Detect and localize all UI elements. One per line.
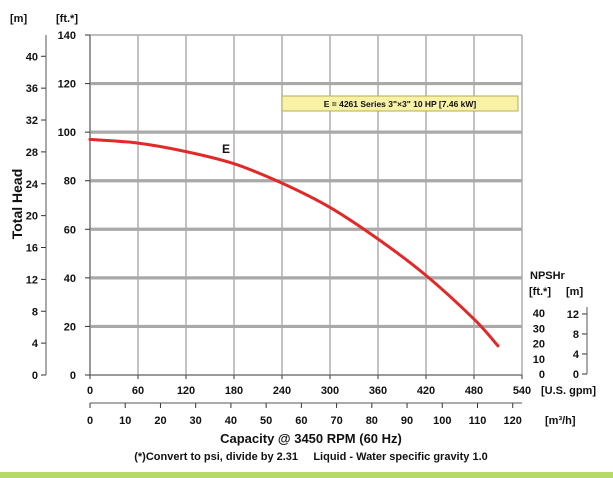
grid [85, 34, 523, 376]
m-tick-label: 4 [32, 338, 39, 350]
ft-tick-label: 0 [70, 370, 76, 382]
gpm-tick-label: 240 [273, 385, 291, 397]
ft-tick-label: 60 [64, 224, 76, 236]
x-unit-m3h: [m³/h] [545, 415, 576, 427]
gpm-tick-label: 0 [87, 385, 93, 397]
ft-tick-label: 40 [64, 273, 76, 285]
npshr-ft-tick-label: 0 [539, 369, 545, 381]
gpm-tick-label: 480 [465, 385, 483, 397]
ft-tick-label: 100 [58, 127, 76, 139]
x-axis-title: Capacity @ 3450 RPM (60 Hz) [220, 431, 402, 446]
m-tick-label: 36 [26, 83, 38, 95]
x-unit-gpm: [U.S. gpm] [541, 385, 596, 397]
npshr-unit-m: [m] [566, 286, 583, 298]
m-tick-label: 28 [26, 147, 38, 159]
npshr-ft-tick-label: 10 [533, 354, 545, 366]
bottom-accent-bar [0, 472, 613, 478]
gpm-tick-label: 540 [513, 385, 531, 397]
gpm-tick-label: 180 [225, 385, 243, 397]
m3h-tick-label: 20 [154, 415, 166, 427]
m3h-tick-label: 70 [330, 415, 342, 427]
left-axis-ticks: 0 20 40 60 80 100 120 140 0 4 8 12 16 20 24 28 32 36 40 [26, 30, 76, 382]
npshr-m-tick-label: 0 [573, 369, 579, 381]
gpm-tick-label: 120 [177, 385, 195, 397]
npshr-title: NPSHr [530, 270, 566, 282]
m3h-tick-label: 0 [87, 415, 93, 427]
y-unit-ft: [ft.*] [56, 13, 78, 25]
m3h-tick-label: 80 [366, 415, 378, 427]
pump-curve-line [88, 137, 500, 348]
m3h-tick-label: 30 [190, 415, 202, 427]
npshr-axis-ticks: 0 10 20 30 40 0 4 8 12 [533, 307, 588, 381]
npshr-ft-tick-label: 30 [533, 323, 545, 335]
m3h-tick-label: 110 [469, 415, 487, 427]
npshr-m-tick-label: 8 [573, 329, 579, 341]
ft-tick-label: 120 [58, 79, 76, 91]
gpm-tick-label: 360 [369, 385, 387, 397]
m3h-tick-label: 40 [225, 415, 237, 427]
npshr-ft-tick-label: 40 [533, 308, 545, 320]
m3h-tick-label: 60 [295, 415, 307, 427]
m-tick-label: 24 [26, 179, 39, 191]
curve-label: E [222, 142, 230, 156]
m-tick-label: 32 [26, 115, 38, 127]
ft-tick-label: 20 [64, 321, 76, 333]
m-tick-label: 12 [26, 274, 38, 286]
legend-box [281, 95, 519, 112]
gpm-tick-label: 60 [132, 385, 144, 397]
m-tick-label: 0 [32, 370, 38, 382]
gpm-tick-label: 420 [417, 385, 435, 397]
gpm-tick-label: 300 [321, 385, 339, 397]
m3h-tick-label: 90 [401, 415, 413, 427]
m-tick-label: 40 [26, 51, 38, 63]
m3h-tick-label: 50 [260, 415, 272, 427]
npshr-m-tick-label: 12 [567, 309, 579, 321]
m-tick-label: 16 [26, 243, 38, 255]
ft-tick-label: 140 [58, 30, 76, 42]
m3h-tick-label: 120 [504, 415, 522, 427]
x-axis-ticks: 0 60 120 180 240 300 360 420 480 540 0 10 20 30 40 50 60… [87, 375, 531, 427]
y-axis-title: Total Head [9, 169, 25, 240]
m3h-tick-label: 100 [433, 415, 451, 427]
m-tick-label: 20 [26, 211, 38, 223]
m3h-tick-label: 10 [119, 415, 131, 427]
npshr-unit-ft: [ft.*] [529, 286, 551, 298]
y-unit-m: [m] [10, 13, 27, 25]
ft-tick-label: 80 [64, 176, 76, 188]
legend-text: E = 4261 Series 3"×3" 10 HP [7.46 kW] [324, 99, 477, 109]
npshr-ft-tick-label: 20 [533, 339, 545, 351]
m-tick-label: 8 [32, 306, 38, 318]
npshr-m-tick-label: 4 [573, 349, 580, 361]
footnote: (*)Convert to psi, divide by 2.31 Liquid… [134, 451, 488, 463]
